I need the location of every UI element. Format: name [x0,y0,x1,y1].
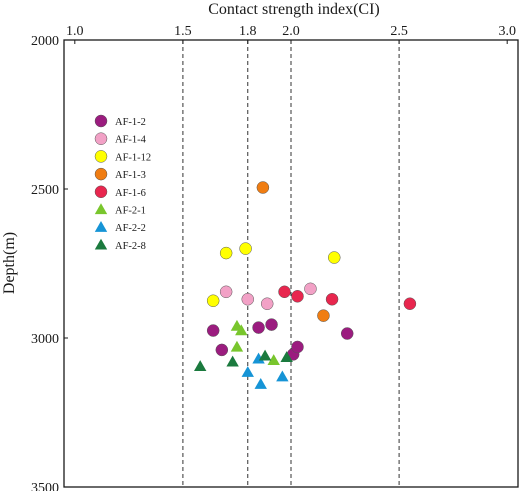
data-point [317,309,330,322]
x-tick-label: 2.5 [390,24,408,39]
legend-marker [94,150,108,163]
legend-marker [94,132,108,145]
data-point [219,246,233,260]
ticks [64,39,508,488]
data-point [206,324,220,337]
data-points [194,181,417,389]
data-point [215,343,229,357]
data-point [256,181,270,194]
data-point [291,340,304,354]
y-axis-title: Depth(m) [1,232,18,294]
legend-label: AF-1-2 [115,117,146,128]
data-point [241,366,254,377]
legend-label: AF-1-12 [115,152,151,163]
reference-lines [182,40,400,487]
data-point [235,324,248,336]
data-point [278,285,291,299]
x-tick-label: 1.0 [66,24,84,39]
y-tick-label: 3000 [31,332,59,347]
legend-label: AF-2-1 [115,206,146,217]
y-tick-label: 2000 [31,34,59,49]
data-point [239,242,252,255]
legend-label: AF-1-4 [115,135,147,146]
data-point [254,377,267,389]
legend-label: AF-1-6 [115,188,146,199]
data-point [403,297,417,310]
data-point [280,351,293,363]
data-point [325,293,339,306]
data-point [260,297,274,310]
x-tick-label: 1.8 [239,24,257,39]
legend-marker [94,238,108,250]
data-point [267,354,280,365]
legend-label: AF-2-8 [115,241,146,252]
data-point [241,293,255,306]
data-point [252,352,265,364]
data-point [194,360,207,371]
data-point [304,282,317,296]
x-tick-label: 3.0 [498,24,516,39]
data-point [276,370,289,382]
legend: AF-1-2 AF-1-4 AF-1-12 AF-1-3 AF-1-6 AF-2-1 AF-… [94,114,151,252]
legend-marker [94,203,108,215]
legend-marker [94,167,108,181]
x-axis-title: Contact strength index(CI) [208,1,380,18]
legend-marker [94,114,108,128]
x-tick-label: 1.5 [174,24,192,39]
data-point [252,321,265,334]
legend-marker [94,221,108,232]
data-point [258,349,272,361]
data-point [206,294,220,307]
data-point [340,327,354,340]
y-tick-label: 3500 [31,481,59,491]
x-tick-label: 2.0 [282,24,300,39]
data-point [226,355,239,367]
y-tick-label: 2500 [31,183,59,198]
data-point [230,340,244,352]
data-point [219,285,233,299]
legend-label: AF-2-2 [115,223,146,234]
legend-label: AF-1-3 [115,170,146,181]
legend-marker [94,185,108,199]
data-point [291,290,304,303]
data-point [327,251,341,264]
tick-labels: 1.0 1.5 1.8 2.0 2.5 3.0 2000 2500 3000 3500 [31,24,516,491]
data-point [265,318,278,331]
